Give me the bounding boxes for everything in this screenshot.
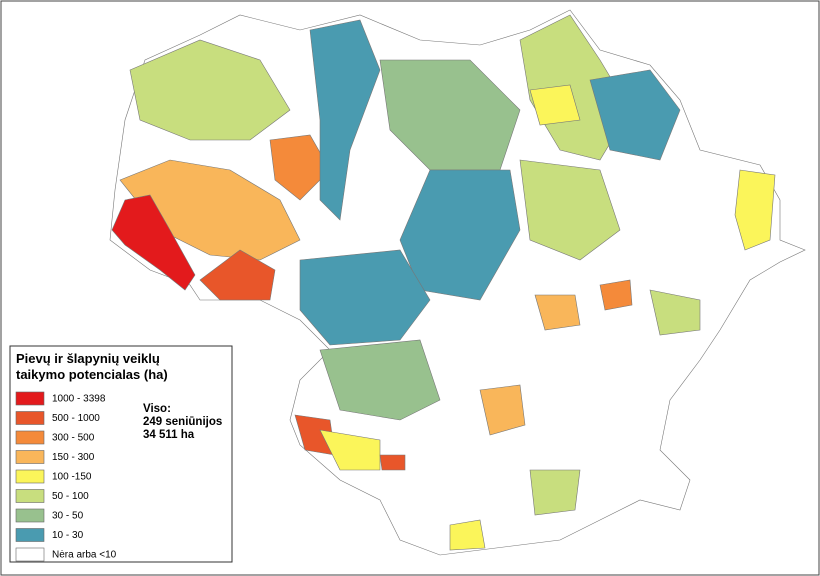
legend-label: 1000 - 3398 [52,394,106,405]
country-map [109,9,806,556]
legend-label: 500 - 1000 [52,413,100,424]
region [649,289,701,336]
region [529,84,581,126]
total-text: Viso: [143,403,171,415]
region [299,249,431,346]
region [319,429,381,471]
legend-label: 30 - 50 [52,511,84,522]
legend-label: 150 - 300 [52,452,95,463]
legend-box [9,345,233,563]
region [119,159,301,261]
region [111,194,196,291]
legend-swatch [15,411,45,425]
region [479,384,526,436]
legend-swatch [15,489,45,503]
region [269,134,331,201]
total-text: 34 511 ha [143,429,195,441]
legend-swatch [15,450,45,464]
region [519,159,621,261]
region [129,39,291,141]
region [319,339,441,421]
legend-title: Pievų ir šlapynių veiklų [16,351,160,366]
legend-label: 100 -150 [52,472,92,483]
region [449,519,486,551]
total-text: 249 seniūnijos [143,416,222,428]
legend-swatch [15,469,45,484]
region [199,249,276,301]
legend-swatch [15,528,45,542]
legend-swatch [15,508,45,523]
legend-title: taikymo potencialas (ha) [16,367,168,382]
legend-label: 50 - 100 [52,491,89,502]
region [589,69,681,161]
legend-label: Nėra arba <10 [52,550,117,561]
region [309,19,381,221]
legend-swatch [15,391,45,406]
legend-label: 10 - 30 [52,530,84,541]
region [379,454,406,471]
region [599,279,633,311]
region [529,469,581,516]
legend-swatch [15,430,45,445]
region [734,169,776,251]
region [534,294,581,331]
region [399,169,521,301]
legend-label: 300 - 500 [52,433,95,444]
legend-swatch [15,547,45,562]
